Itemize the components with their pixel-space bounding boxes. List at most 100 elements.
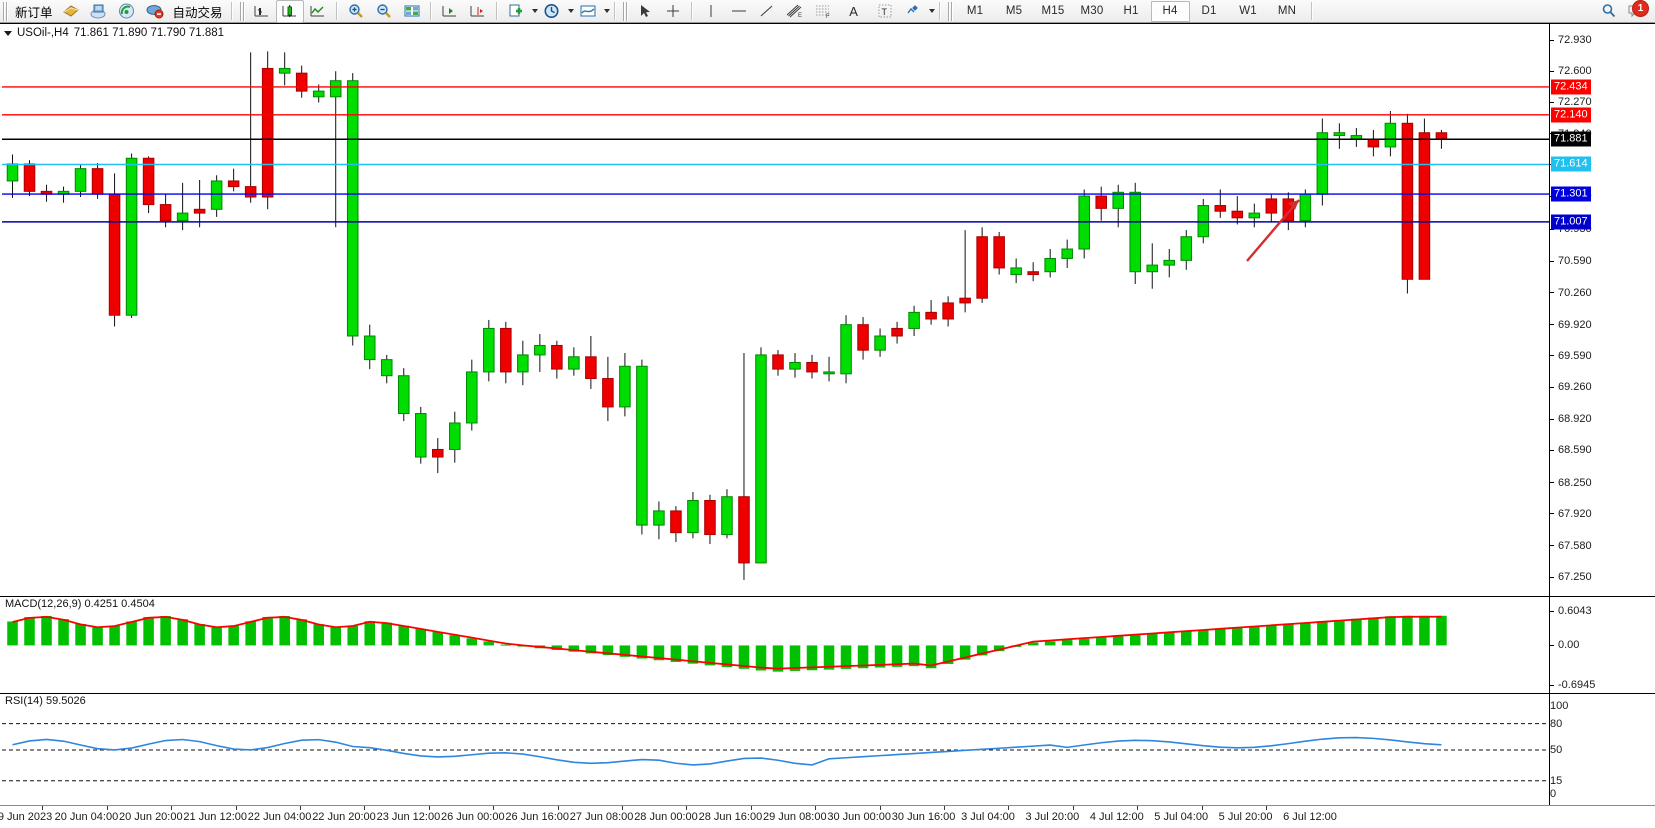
zoom-in-icon[interactable] xyxy=(342,0,370,23)
price-tick: 67.920 xyxy=(1550,508,1592,520)
price-level-label[interactable]: 72.434 xyxy=(1551,79,1591,95)
timeframe-m5[interactable]: M5 xyxy=(1005,5,1023,17)
symbol-label: USOil-,H4 xyxy=(17,27,69,39)
vline-icon[interactable] xyxy=(697,0,725,23)
time-tick-mark xyxy=(364,806,366,810)
time-tick-mark xyxy=(1008,806,1010,810)
timeframe-mn[interactable]: MN xyxy=(1277,5,1297,17)
trendline-icon[interactable] xyxy=(753,0,781,23)
price-level-label[interactable]: 71.301 xyxy=(1551,186,1591,202)
hline-icon[interactable] xyxy=(725,0,753,23)
time-tick-mark xyxy=(686,806,688,810)
symbol-header[interactable]: USOil-,H4 71.861 71.890 71.790 71.881 xyxy=(4,27,224,39)
price-tick: 70.260 xyxy=(1550,287,1592,299)
macd-scale[interactable]: 0.6043 0.00 -0.6945 xyxy=(1549,597,1655,693)
period-dropdown-icon[interactable] xyxy=(567,9,574,13)
indicators-dropdown-icon[interactable] xyxy=(603,9,610,13)
macd-svg xyxy=(7,615,1447,672)
hand-icon[interactable] xyxy=(57,0,85,23)
time-tick: 20 Jun 20:00 xyxy=(118,811,183,823)
timeframe-w1[interactable]: W1 xyxy=(1239,5,1257,17)
toolbar-grip-2[interactable] xyxy=(238,1,246,21)
rsi-pane[interactable]: RSI(14) 59.5026 100 80 50 15 0 xyxy=(0,693,1655,806)
price-level-label[interactable]: 71.614 xyxy=(1551,156,1591,172)
rsi-tick: 80 xyxy=(1550,717,1563,730)
objects-dropdown-icon[interactable] xyxy=(928,9,935,13)
rsi-scale[interactable]: 100 80 50 15 0 xyxy=(1549,694,1655,806)
notifications-button[interactable]: 1 xyxy=(1623,0,1649,21)
rsi-plot[interactable] xyxy=(2,694,1550,806)
cursor-icon[interactable] xyxy=(631,0,659,23)
macd-plot[interactable] xyxy=(2,597,1550,693)
price-level-label[interactable]: 71.881 xyxy=(1551,131,1591,147)
text-icon[interactable]: A xyxy=(849,3,858,19)
chart-grid-icon[interactable] xyxy=(398,0,426,23)
timeframe-d1[interactable]: D1 xyxy=(1201,5,1217,17)
time-tick: 23 Jun 12:00 xyxy=(376,811,441,823)
indicators-icon[interactable] xyxy=(574,0,602,23)
time-tick-mark xyxy=(944,806,945,810)
signal-icon[interactable] xyxy=(113,0,141,23)
price-scale[interactable]: 72.93072.60072.27071.94071.61071.28070.9… xyxy=(1549,24,1655,596)
toolbar-separator-7 xyxy=(938,2,941,20)
macd-tick: 0.6043 xyxy=(1550,605,1592,617)
time-tick: 22 Jun 04:00 xyxy=(247,811,312,823)
zoom-out-icon[interactable] xyxy=(370,0,398,23)
time-tick-mark xyxy=(493,806,495,810)
new-chart-icon[interactable] xyxy=(502,0,530,23)
new-order-button[interactable]: 新订单 xyxy=(15,5,53,20)
time-tick: 3 Jul 04:00 xyxy=(961,811,1015,823)
macd-tick: 0.00 xyxy=(1550,639,1579,651)
fibonacci-icon[interactable]: F xyxy=(809,0,837,23)
time-tick: 29 Jun 08:00 xyxy=(762,811,827,823)
time-tick: 21 Jun 12:00 xyxy=(183,811,247,823)
chart-canvas-area[interactable]: USOil-,H4 71.861 71.890 71.790 71.881 72… xyxy=(0,23,1655,828)
macd-tick: -0.6945 xyxy=(1550,679,1595,691)
shift-chart-icon[interactable] xyxy=(436,0,464,23)
symbol-dropdown-icon[interactable] xyxy=(4,30,12,36)
timeframe-h1[interactable]: H1 xyxy=(1123,5,1139,17)
objects-icon[interactable] xyxy=(899,0,927,23)
toolbar-grip-4[interactable] xyxy=(946,1,954,21)
autotrade-button[interactable]: 自动交易 xyxy=(172,5,223,20)
rsi-tick: 0 xyxy=(1550,788,1557,800)
price-tick: 70.590 xyxy=(1550,255,1592,267)
candlestick-icon[interactable] xyxy=(275,0,304,23)
line-chart-icon[interactable] xyxy=(304,0,332,23)
time-tick: 26 Jun 16:00 xyxy=(505,811,569,823)
time-tick-mark xyxy=(1072,806,1074,810)
toolbar-separator-6 xyxy=(690,2,693,20)
price-level-label[interactable]: 72.140 xyxy=(1551,107,1591,123)
text-label-icon[interactable]: T xyxy=(871,0,899,23)
rsi-label: RSI(14) 59.5026 xyxy=(5,695,86,707)
timeframe-h4[interactable]: H4 xyxy=(1150,0,1190,22)
toolbar-grip-3[interactable] xyxy=(621,1,629,21)
new-chart-dropdown-icon[interactable] xyxy=(531,9,538,13)
equidistant-channel-icon[interactable]: E xyxy=(781,0,809,23)
toolbar-grip[interactable] xyxy=(2,1,9,21)
search-icon[interactable] xyxy=(1595,0,1623,23)
svg-text:F: F xyxy=(826,14,830,19)
timeframe-m1[interactable]: M1 xyxy=(966,5,984,17)
bar-chart-icon[interactable] xyxy=(248,0,276,23)
macd-pane[interactable]: MACD(12,26,9) 0.4251 0.4504 0.6043 0.00 -0… xyxy=(0,596,1655,693)
time-tick-mark xyxy=(1137,806,1139,810)
price-level-label[interactable]: 71.007 xyxy=(1551,214,1591,230)
time-tick: 4 Jul 12:00 xyxy=(1089,811,1144,823)
price-tick: 68.250 xyxy=(1550,477,1592,489)
toolbar-separator-4 xyxy=(495,2,498,20)
timeframe-m30[interactable]: M30 xyxy=(1080,5,1104,17)
time-tick-mark xyxy=(428,806,430,810)
time-tick-mark xyxy=(300,806,301,810)
autotrade-icon[interactable] xyxy=(141,0,169,23)
price-pane[interactable]: USOil-,H4 71.861 71.890 71.790 71.881 72… xyxy=(0,23,1655,596)
price-plot[interactable] xyxy=(2,24,1550,596)
crosshair-icon[interactable] xyxy=(659,0,687,23)
cloud-download-icon[interactable] xyxy=(85,0,113,23)
price-tick: 69.920 xyxy=(1550,319,1592,331)
period-clock-icon[interactable] xyxy=(538,0,566,23)
autoscroll-icon[interactable] xyxy=(464,0,492,23)
timeframe-m15[interactable]: M15 xyxy=(1041,5,1065,17)
